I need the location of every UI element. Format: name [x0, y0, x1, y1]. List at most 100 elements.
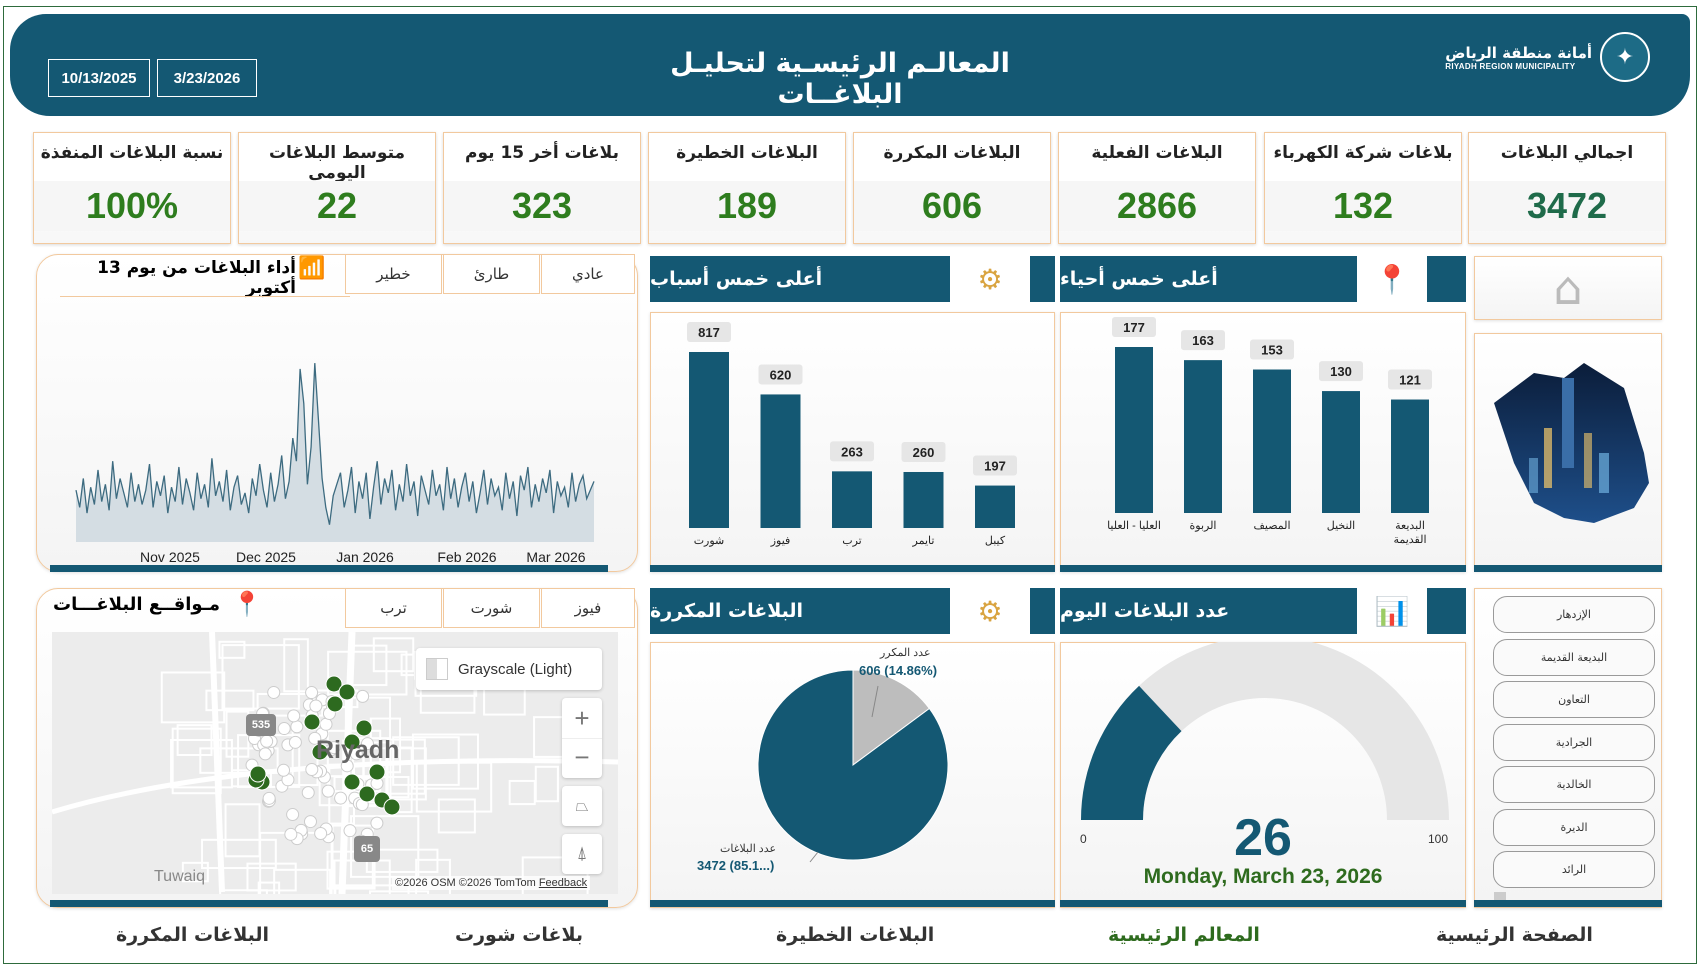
bar: [1115, 347, 1153, 513]
bar: [689, 352, 729, 528]
repeated-footer-bar: [650, 900, 1055, 907]
causes-chart[interactable]: 817 شورت 620 فيوز 263 ترب 260 تايمر 197 كيبل: [650, 312, 1055, 572]
tab-emergency[interactable]: طارئ: [443, 254, 540, 294]
bar: [760, 394, 801, 528]
tab-normal[interactable]: عادي: [541, 254, 635, 294]
map-feedback-link[interactable]: Feedback: [538, 877, 588, 889]
map-block: [415, 761, 493, 813]
map-cluster: [321, 784, 335, 798]
slicer-item[interactable]: الرائد: [1493, 851, 1655, 888]
map-cluster: [327, 741, 341, 755]
map-block: [369, 890, 430, 894]
map-city-label: Riyadh: [316, 736, 400, 764]
data-label: 263: [841, 444, 863, 459]
kpi-value: 323: [444, 181, 640, 231]
tab-fuse[interactable]: فيوز: [541, 588, 635, 628]
zoom-in-button[interactable]: +: [574, 703, 590, 733]
bar: [1184, 360, 1222, 513]
map-block: [181, 861, 209, 883]
category-label: فيوز: [770, 535, 791, 547]
kpi-value: 132: [1265, 181, 1461, 231]
header-banner: 10/13/2025 3/23/2026 المعالـم الرئيسـية …: [10, 14, 1690, 116]
bar: [1391, 399, 1429, 513]
logo-english: RIYADH REGION MUNICIPALITY: [1445, 61, 1576, 71]
gauge-min: 0: [1080, 832, 1087, 846]
nav-home[interactable]: الصفحة الرئيسية: [1436, 924, 1593, 946]
map-style-selector[interactable]: Grayscale (Light): [416, 648, 602, 690]
x-tick-label: Mar 2026: [526, 549, 585, 565]
map-marker: [358, 785, 376, 803]
slicer-item[interactable]: الجرادية: [1493, 723, 1655, 761]
map-cluster: [305, 686, 319, 700]
category-label: ترب: [842, 535, 862, 547]
data-label-bg: [973, 455, 1017, 476]
data-label-bg: [687, 322, 731, 342]
kpi-value: 606: [854, 181, 1050, 231]
data-label-bg: [758, 364, 803, 385]
nav-repeated-reports[interactable]: البلاغات المكررة: [116, 924, 270, 946]
repeated-pie-chart[interactable]: عدد المكرر 606 (14.86%) عدد البلاغات 3472 (…: [650, 642, 1055, 908]
map-marker: [355, 719, 373, 737]
bar: [1322, 391, 1360, 513]
map-cluster: [305, 762, 319, 776]
kpi-value: 3472: [1469, 181, 1665, 231]
date-end[interactable]: 3/23/2026: [157, 59, 257, 97]
tab-soil[interactable]: ترب: [345, 588, 442, 628]
kpi-card: نسبة البلاغات المنفذة 100%: [33, 132, 231, 244]
locations-footer-bar: [50, 900, 608, 907]
slicer-item[interactable]: الإزدهار: [1493, 596, 1655, 633]
report-icon: 📊: [1357, 588, 1427, 634]
nav-short-reports[interactable]: بلاغات شورت: [455, 924, 584, 946]
compass-icon[interactable]: ⍋: [562, 834, 602, 874]
slicer-item[interactable]: الخالدية: [1493, 766, 1655, 803]
map-cluster: [277, 763, 291, 777]
nav-critical-reports[interactable]: البلاغات الخطيرة: [776, 924, 935, 946]
municipality-logo: أمانة منطقة الرياض RIYADH REGION MUNICIP…: [1445, 32, 1650, 82]
tilt-icon[interactable]: ⏢: [562, 786, 602, 826]
slicer-item[interactable]: التعاون: [1493, 681, 1655, 718]
nav-main-landmarks[interactable]: المعالم الرئيسية: [1108, 924, 1260, 946]
kpi-value: 189: [649, 181, 845, 231]
date-start[interactable]: 10/13/2025: [48, 59, 150, 97]
map-block: [534, 765, 559, 803]
x-tick-label: Feb 2026: [437, 549, 496, 565]
kpi-label: نسبة البلاغات المنفذة: [40, 143, 224, 163]
data-label: 197: [984, 459, 1006, 474]
data-label: 163: [1192, 333, 1214, 348]
bar: [975, 485, 1015, 528]
trend-title: أداء البلاغات من يوم 13 أكتوبر: [97, 258, 296, 298]
map-block: [170, 739, 233, 789]
map-marker: [338, 683, 356, 701]
home-icon[interactable]: ⌂: [1553, 261, 1583, 315]
slicer-item[interactable]: البديعة القديمة: [1493, 638, 1655, 676]
map-block: [205, 689, 255, 712]
map-view[interactable]: Riyadh Tuwaiq 535 65 Grayscale (Light) +…: [52, 632, 618, 894]
leader-line: [871, 685, 879, 718]
zoom-out-button[interactable]: −: [562, 738, 602, 778]
map-town-label: Tuwaiq: [154, 868, 205, 885]
kpi-label: البلاغات الخطيرة: [676, 143, 818, 163]
kpi-label: البلاغات المكررة: [883, 143, 1021, 163]
data-label-bg: [1181, 330, 1225, 351]
kpi-card: بلاغات شركة الكهرباء 132: [1264, 132, 1462, 244]
tab-critical[interactable]: خطير: [345, 254, 442, 294]
tab-short[interactable]: شورت: [443, 588, 540, 628]
map-cluster: [309, 699, 323, 713]
home-panel: [1474, 256, 1662, 320]
category-label: تايمر: [912, 535, 935, 547]
category-label: الربوة: [1190, 520, 1217, 532]
kpi-value: 2866: [1059, 181, 1255, 231]
bar: [1253, 369, 1291, 513]
districts-chart[interactable]: 177 العليا - العليا 163 الربوة 153 المصيف 130 ا…: [1060, 312, 1466, 572]
causes-footer-bar: [650, 565, 1055, 572]
map-block: [257, 881, 281, 894]
map-highway: [52, 758, 618, 815]
map-block: [386, 738, 426, 795]
map-style-label: Grayscale (Light): [458, 660, 573, 678]
map-cluster: [262, 791, 276, 805]
map-marker: [368, 763, 386, 781]
trend-chart[interactable]: Nov 2025 Dec 2025 Jan 2026 Feb 2026 Mar 2026: [36, 300, 638, 572]
data-label-bg: [1388, 369, 1432, 390]
map-cluster: [340, 759, 354, 773]
slicer-item[interactable]: الديرة: [1493, 808, 1655, 846]
